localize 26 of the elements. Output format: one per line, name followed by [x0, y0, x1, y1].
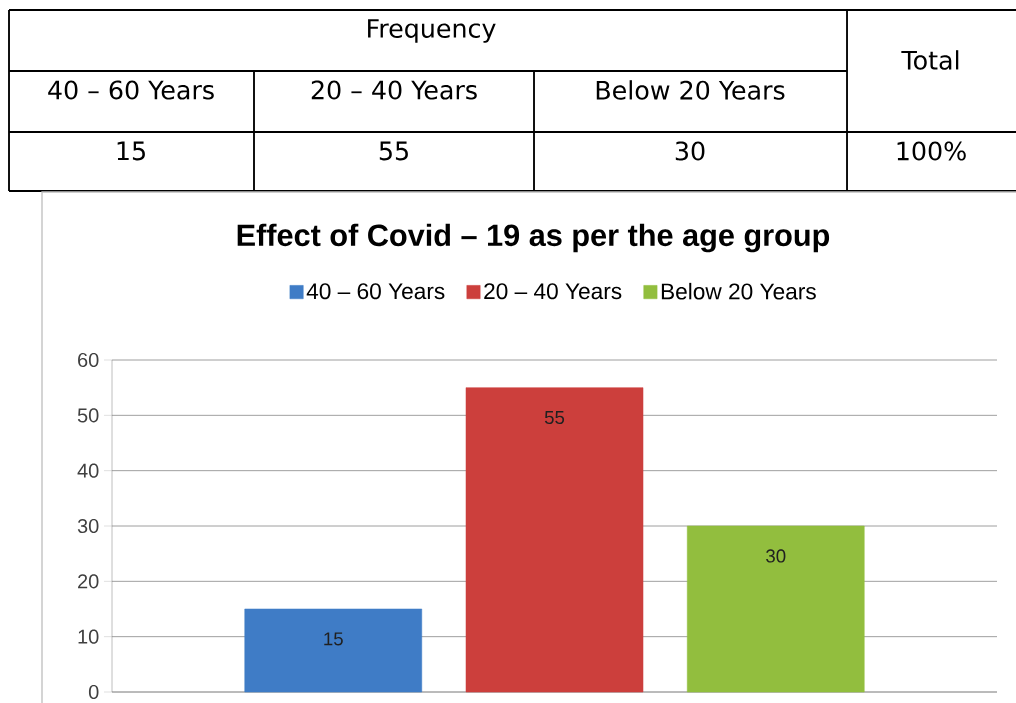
y-tick-label: 60 — [78, 352, 99, 368]
data-label: 55 — [544, 411, 565, 425]
text: Frequency — [368, 19, 496, 43]
y-tick-label: 40 — [77, 463, 99, 478]
y-tick-label: 0 — [88, 684, 99, 700]
text: 100% — [897, 141, 966, 161]
text: 15 — [117, 141, 145, 161]
bar — [465, 387, 644, 693]
text: Total — [901, 50, 959, 70]
y-tick-label: 50 — [77, 408, 99, 423]
text: 55 — [379, 141, 408, 161]
legend-label: 40 – 60 Years — [306, 283, 445, 300]
text: 30 — [675, 141, 705, 161]
text: 20 – 40 Years — [311, 80, 477, 100]
text: Below 20 Years — [596, 80, 785, 100]
bar — [244, 608, 423, 693]
y-tick-label: 20 — [78, 574, 99, 589]
chart-title: Effect of Covid – 19 as per the age group — [237, 223, 830, 253]
y-tick-label: 10 — [78, 629, 99, 644]
data-label: 30 — [766, 549, 786, 563]
y-tick-label: 30 — [77, 518, 99, 534]
legend-label: Below 20 Years — [661, 282, 816, 300]
text: 40 – 60 Years — [48, 80, 214, 100]
legend-label: 20 – 40 Years — [484, 283, 622, 300]
data-label: 15 — [324, 632, 343, 646]
bar — [686, 525, 865, 693]
